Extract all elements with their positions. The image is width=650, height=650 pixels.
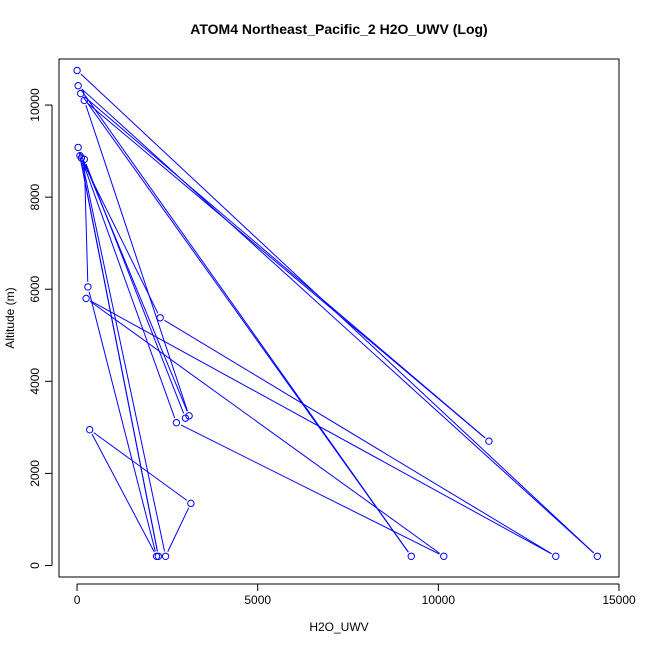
series-line-segment [93,432,188,501]
x-tick-label: 0 [74,593,81,607]
plot-area-frame [58,58,620,578]
data-point [76,89,85,98]
y-tick-label: 10000 [28,88,42,122]
x-tick-label: 5000 [244,593,271,607]
data-point [187,499,195,508]
series-line-segment [87,103,486,439]
series-line-segment [81,162,166,552]
data-point [552,552,560,560]
data-point [593,552,602,560]
y-axis-label: Altitude (m) [3,287,17,348]
data-point [181,414,190,422]
data-points [73,66,602,560]
x-axis: 0 5000 10000 15000 [74,583,636,607]
series-line-segment [83,97,409,553]
data-point [440,552,448,560]
data-point [156,314,164,322]
y-tick-label: 4000 [28,368,42,395]
data-point [485,437,493,445]
data-point [80,155,88,164]
data-lines [78,73,595,555]
y-tick-label: 6000 [28,276,42,303]
data-point [84,283,92,291]
data-point [152,552,161,560]
series-line-segment [164,319,552,555]
y-tick-label: 2000 [28,460,42,487]
data-point [82,294,90,303]
data-point [185,412,193,420]
data-point [407,552,415,560]
series-line-segment [85,163,185,414]
y-tick-label: 8000 [28,183,42,210]
data-point [172,419,181,427]
x-axis-label: H2O_UWV [309,620,368,634]
series-line-segment [91,433,155,553]
x-tick-label: 10000 [422,593,456,607]
y-axis: 0 2000 4000 6000 8000 10000 [28,88,53,569]
series-line-segment [88,291,156,552]
series-line-segment [81,88,594,554]
data-point [80,96,88,105]
series-line-segment [80,160,158,552]
data-point [161,552,170,560]
series-line-segment [83,164,89,282]
series-line-segment [89,300,441,554]
data-point [74,143,82,152]
x-tick-label: 15000 [602,593,636,607]
data-point [73,66,81,75]
series-line-segment [90,300,552,555]
chart-title: ATOM4 Northeast_Pacific_2 H2O_UWV (Log) [190,21,487,37]
data-point [86,425,94,434]
series-line-segment [167,507,190,552]
y-tick-label: 0 [28,562,42,569]
series-line-segment [84,96,486,439]
series-line-segment [180,424,440,555]
data-point [74,82,82,90]
series-line-segment [85,105,188,412]
series-line-segment [82,162,176,419]
